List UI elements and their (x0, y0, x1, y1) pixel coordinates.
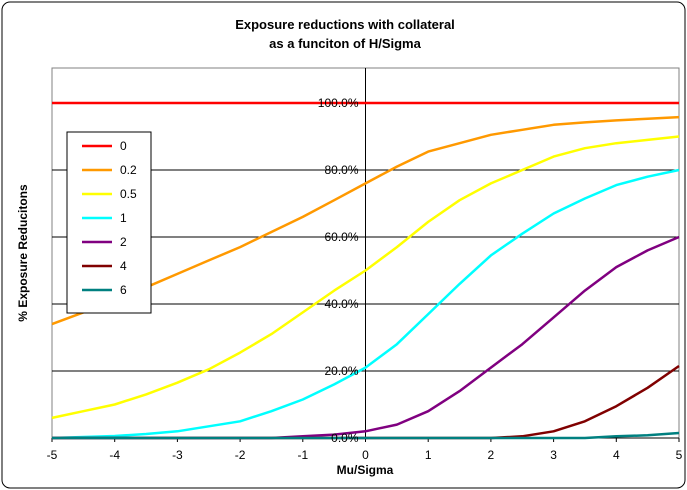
series-line-0.2 (51, 115, 680, 326)
legend: 0 0.2 0.5 1 2 4 6 (66, 131, 152, 314)
y-tick-label: 20.0% (324, 364, 358, 378)
x-tick-label: -3 (172, 448, 183, 462)
legend-label-6: 6 (120, 283, 127, 297)
chart-title-line1: Exposure reductions with collateral (235, 17, 455, 32)
y-tick-label: 60.0% (324, 230, 358, 244)
legend-label-0: 0 (120, 139, 127, 153)
legend-label-0.2: 0.2 (120, 163, 137, 177)
x-tick-label: 3 (550, 448, 557, 462)
legend-label-4: 4 (120, 259, 127, 273)
x-tick-label: -2 (235, 448, 246, 462)
x-tick-label: -4 (109, 448, 120, 462)
x-tick-label: 1 (425, 448, 432, 462)
x-tick-label: -1 (297, 448, 308, 462)
x-tick-label: 5 (676, 448, 683, 462)
x-tick-label: 4 (613, 448, 620, 462)
series-line-0.5 (51, 135, 680, 420)
series-line-6 (52, 431, 680, 440)
series-lines (51, 101, 680, 440)
x-tick-label: 0 (362, 448, 369, 462)
y-tick-label: 100.0% (318, 96, 359, 110)
y-tick-labels: 0.0% 20.0% 40.0% 60.0% 80.0% 100.0% (318, 96, 359, 445)
series-line-1 (51, 168, 680, 440)
legend-box (66, 131, 152, 314)
x-tick-label: 2 (488, 448, 495, 462)
y-axis-label: % Exposure Reducitons (16, 184, 30, 322)
legend-label-1: 1 (120, 211, 127, 225)
y-tick-label: 0.0% (331, 431, 359, 445)
y-tick-label: 80.0% (324, 163, 358, 177)
y-tick-label: 40.0% (324, 297, 358, 311)
x-tick-labels: -5 -4 -3 -2 -1 0 1 2 3 4 5 (47, 448, 683, 462)
chart-title-line2: as a funciton of H/Sigma (269, 36, 421, 51)
x-tick-label: -5 (47, 448, 58, 462)
legend-label-0.5: 0.5 (120, 187, 137, 201)
legend-label-2: 2 (120, 235, 127, 249)
x-axis-label: Mu/Sigma (337, 463, 394, 477)
